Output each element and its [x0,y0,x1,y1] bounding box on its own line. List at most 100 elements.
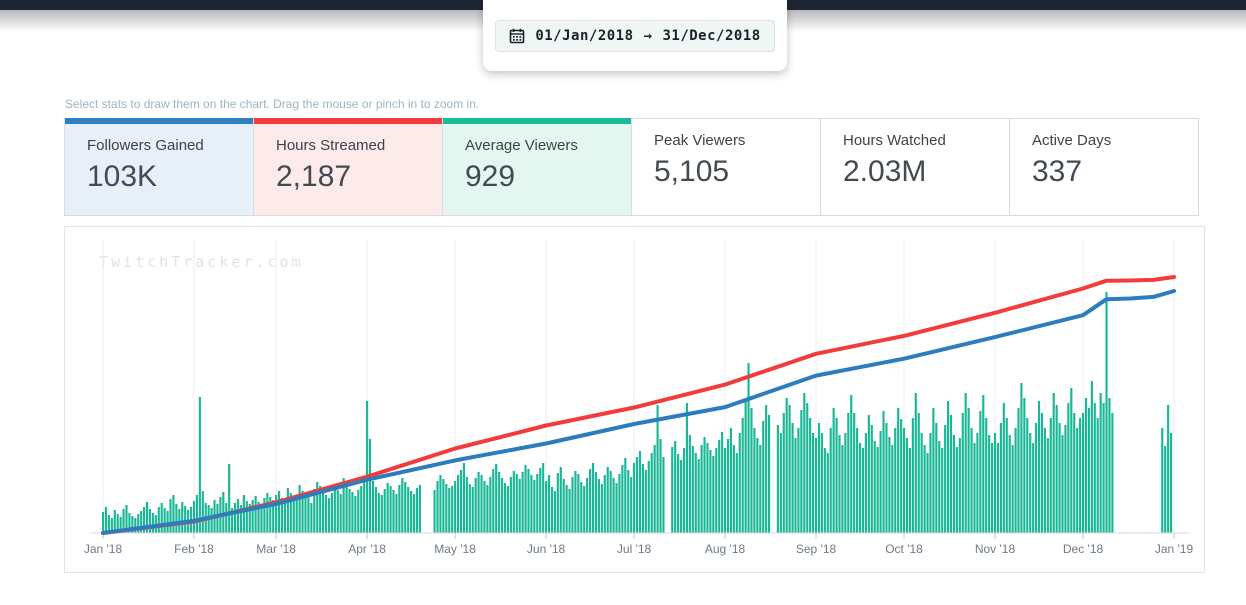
daily-bar [847,413,850,533]
daily-bar [718,440,721,533]
stat-label: Followers Gained [87,137,204,154]
daily-bar [900,419,903,533]
daily-bar [756,438,759,533]
stat-value: 2,187 [276,160,352,193]
daily-bar [498,472,501,533]
daily-bar [809,418,812,533]
daily-bar [982,395,985,533]
daily-bar [697,459,700,533]
daily-bar [891,445,894,533]
daily-bar [712,456,715,533]
daily-bar [272,500,275,533]
daily-bar [685,403,689,533]
daily-bar [512,471,515,533]
daily-bar [192,501,196,533]
daily-bar [820,433,823,533]
daily-bar [594,472,598,533]
daily-bar [991,443,994,533]
stat-card-hours-watched[interactable]: Hours Watched 2.03M [820,118,1010,216]
daily-bar [947,401,950,533]
daily-bar [163,508,166,533]
daily-bar [1055,405,1058,533]
daily-bar [879,431,882,533]
daily-bar [269,497,272,533]
daily-bar [351,492,354,533]
daily-bar [659,439,662,533]
daily-bar [1043,428,1046,533]
daily-bar [304,494,307,533]
daily-bar [1102,403,1105,533]
daily-bar [861,448,865,533]
daily-bar [492,469,495,533]
daily-bar [1049,418,1052,533]
date-range-card: 01/Jan/2018 → 31/Dec/2018 [483,0,787,71]
x-axis-label: Jan '18 [84,542,123,556]
daily-bar [1037,401,1041,533]
daily-bar [1108,398,1111,533]
daily-bar [380,495,383,533]
daily-bar [345,485,348,533]
daily-bar [495,464,498,533]
daily-bar [729,428,733,533]
daily-bar [228,464,231,533]
daily-bar [266,493,269,533]
daily-bar [236,499,240,533]
daily-bar [853,413,856,533]
daily-bar [765,405,768,533]
daily-bar [785,398,788,533]
daily-bar [732,445,735,533]
daily-bar [973,443,976,533]
stat-card-active-days[interactable]: Active Days 337 [1009,118,1199,216]
daily-bar [1008,435,1011,533]
daily-bar [923,445,926,533]
daily-bar [641,464,644,533]
daily-bar [908,448,912,533]
stat-card-followers-gained[interactable]: Followers Gained 103K [64,118,254,216]
stat-accent-bar [254,118,442,124]
daily-bar [342,478,345,533]
date-range-end: 31/Dec/2018 [662,27,761,44]
daily-bar [474,478,477,533]
stat-card-hours-streamed[interactable]: Hours Streamed 2,187 [253,118,443,216]
daily-bar [888,437,891,533]
daily-bar [653,445,656,533]
stat-card-peak-viewers[interactable]: Peak Viewers 5,105 [631,118,821,216]
hours-streamed-line [101,275,1176,535]
daily-bar [295,500,298,533]
daily-bar [565,485,568,533]
daily-bar [151,513,154,533]
daily-bar [1052,393,1055,533]
daily-bar [902,428,906,533]
daily-bar [392,490,395,533]
daily-bar [280,498,284,533]
daily-bar [938,441,941,533]
daily-bar [682,448,686,533]
date-range-picker[interactable]: 01/Jan/2018 → 31/Dec/2018 [495,19,775,52]
daily-bar [439,475,442,533]
chart-card: TwitchTracker.com Jan '18 Feb '18 Mar '18 A… [64,226,1205,573]
daily-bar [398,485,401,533]
daily-bar [128,513,131,533]
daily-bar [1087,408,1090,533]
daily-bar [1084,398,1088,533]
daily-bar [101,512,105,533]
daily-bar [958,438,961,533]
daily-bar [1067,403,1070,533]
daily-bar [298,485,301,533]
arrow-right-icon: → [643,27,653,44]
daily-bar [944,425,947,533]
daily-bar [700,445,703,533]
stat-value: 103K [87,160,158,193]
daily-bar [856,428,859,533]
daily-bar [823,448,826,533]
daily-bar [216,504,219,533]
daily-bar [1032,443,1035,533]
daily-bar [624,458,627,533]
daily-bar [360,486,363,533]
stat-card-average-viewers[interactable]: Average Viewers 929 [442,118,632,216]
daily-bar [635,457,639,533]
daily-bar [976,433,979,533]
daily-bar [568,489,571,533]
daily-bar [289,493,292,533]
stats-chart[interactable]: Jan '18 Feb '18 Mar '18 Apr '18 May '18 Jun '… [65,227,1204,572]
